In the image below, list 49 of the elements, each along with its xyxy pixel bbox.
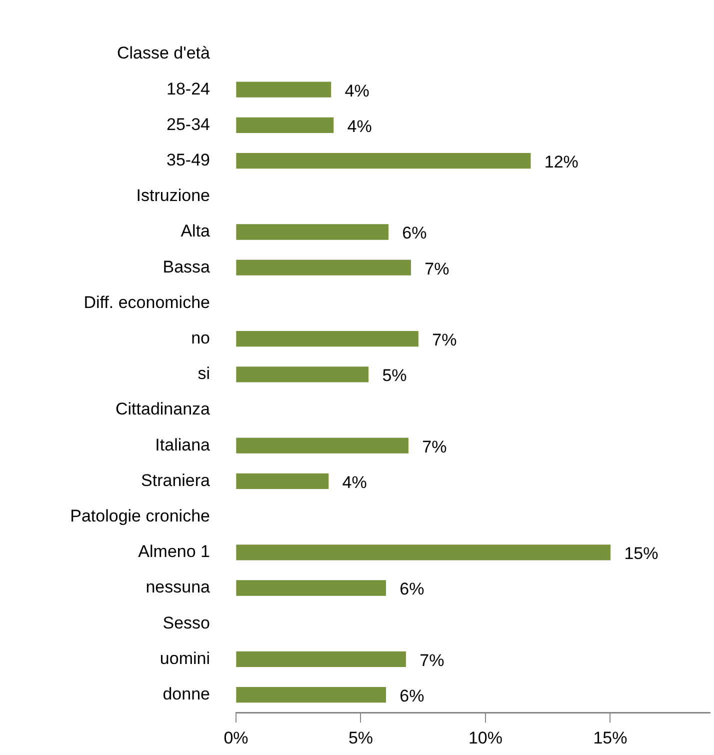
y-tick-label: Bassa [162, 257, 211, 276]
y-tick-label: donne [162, 684, 210, 704]
data-label: 5% [382, 366, 407, 386]
bar [236, 544, 611, 560]
y-tick-label: Italiana [155, 435, 211, 454]
bar [236, 260, 411, 276]
bar [236, 366, 369, 382]
y-tick-label: no [191, 328, 210, 348]
y-tick-label: nessuna [146, 578, 211, 597]
y-tick-label: Cittadinanza [115, 400, 211, 419]
data-label: 4% [342, 472, 367, 492]
y-tick-label: 35-49 [166, 150, 210, 170]
y-tick-label: Almeno 1 [138, 542, 210, 562]
y-tick-label: si [198, 364, 210, 384]
data-label: 12% [544, 152, 578, 172]
y-tick-label: uomini [160, 648, 210, 668]
y-tick-label: Alta [180, 222, 211, 241]
data-label: 6% [402, 224, 427, 243]
data-label: 7% [420, 650, 444, 670]
data-label: 7% [432, 330, 457, 350]
data-label: 15% [624, 544, 658, 564]
x-tick-label: 0% [224, 728, 248, 748]
data-label: 4% [344, 81, 370, 100]
x-tick-label: 10% [468, 728, 502, 748]
bar [236, 651, 406, 668]
bar [236, 580, 386, 596]
data-label: 6% [400, 580, 424, 599]
bar [236, 117, 334, 134]
bar [236, 224, 389, 240]
y-tick-label: Patologie croniche [70, 506, 210, 526]
y-tick-label: Classe d'età [116, 44, 211, 63]
bar [236, 330, 418, 347]
y-tick-label: 25-34 [166, 114, 210, 134]
data-label: 6% [400, 686, 424, 706]
data-label: 7% [422, 437, 447, 456]
bar [236, 82, 332, 98]
y-tick-label: Sesso [162, 613, 210, 632]
data-label: 4% [347, 116, 372, 136]
bar [236, 686, 386, 703]
data-label: 7% [424, 259, 450, 278]
bar [236, 438, 408, 454]
y-tick-label: Diff. economiche [84, 292, 210, 312]
y-tick-label: Istruzione [136, 186, 210, 206]
bar [236, 152, 531, 169]
y-tick-label: 18-24 [166, 79, 210, 98]
y-tick-label: Straniera [141, 470, 211, 490]
bar [236, 473, 329, 490]
x-tick-label: 15% [593, 728, 628, 748]
x-tick-label: 5% [348, 728, 374, 748]
